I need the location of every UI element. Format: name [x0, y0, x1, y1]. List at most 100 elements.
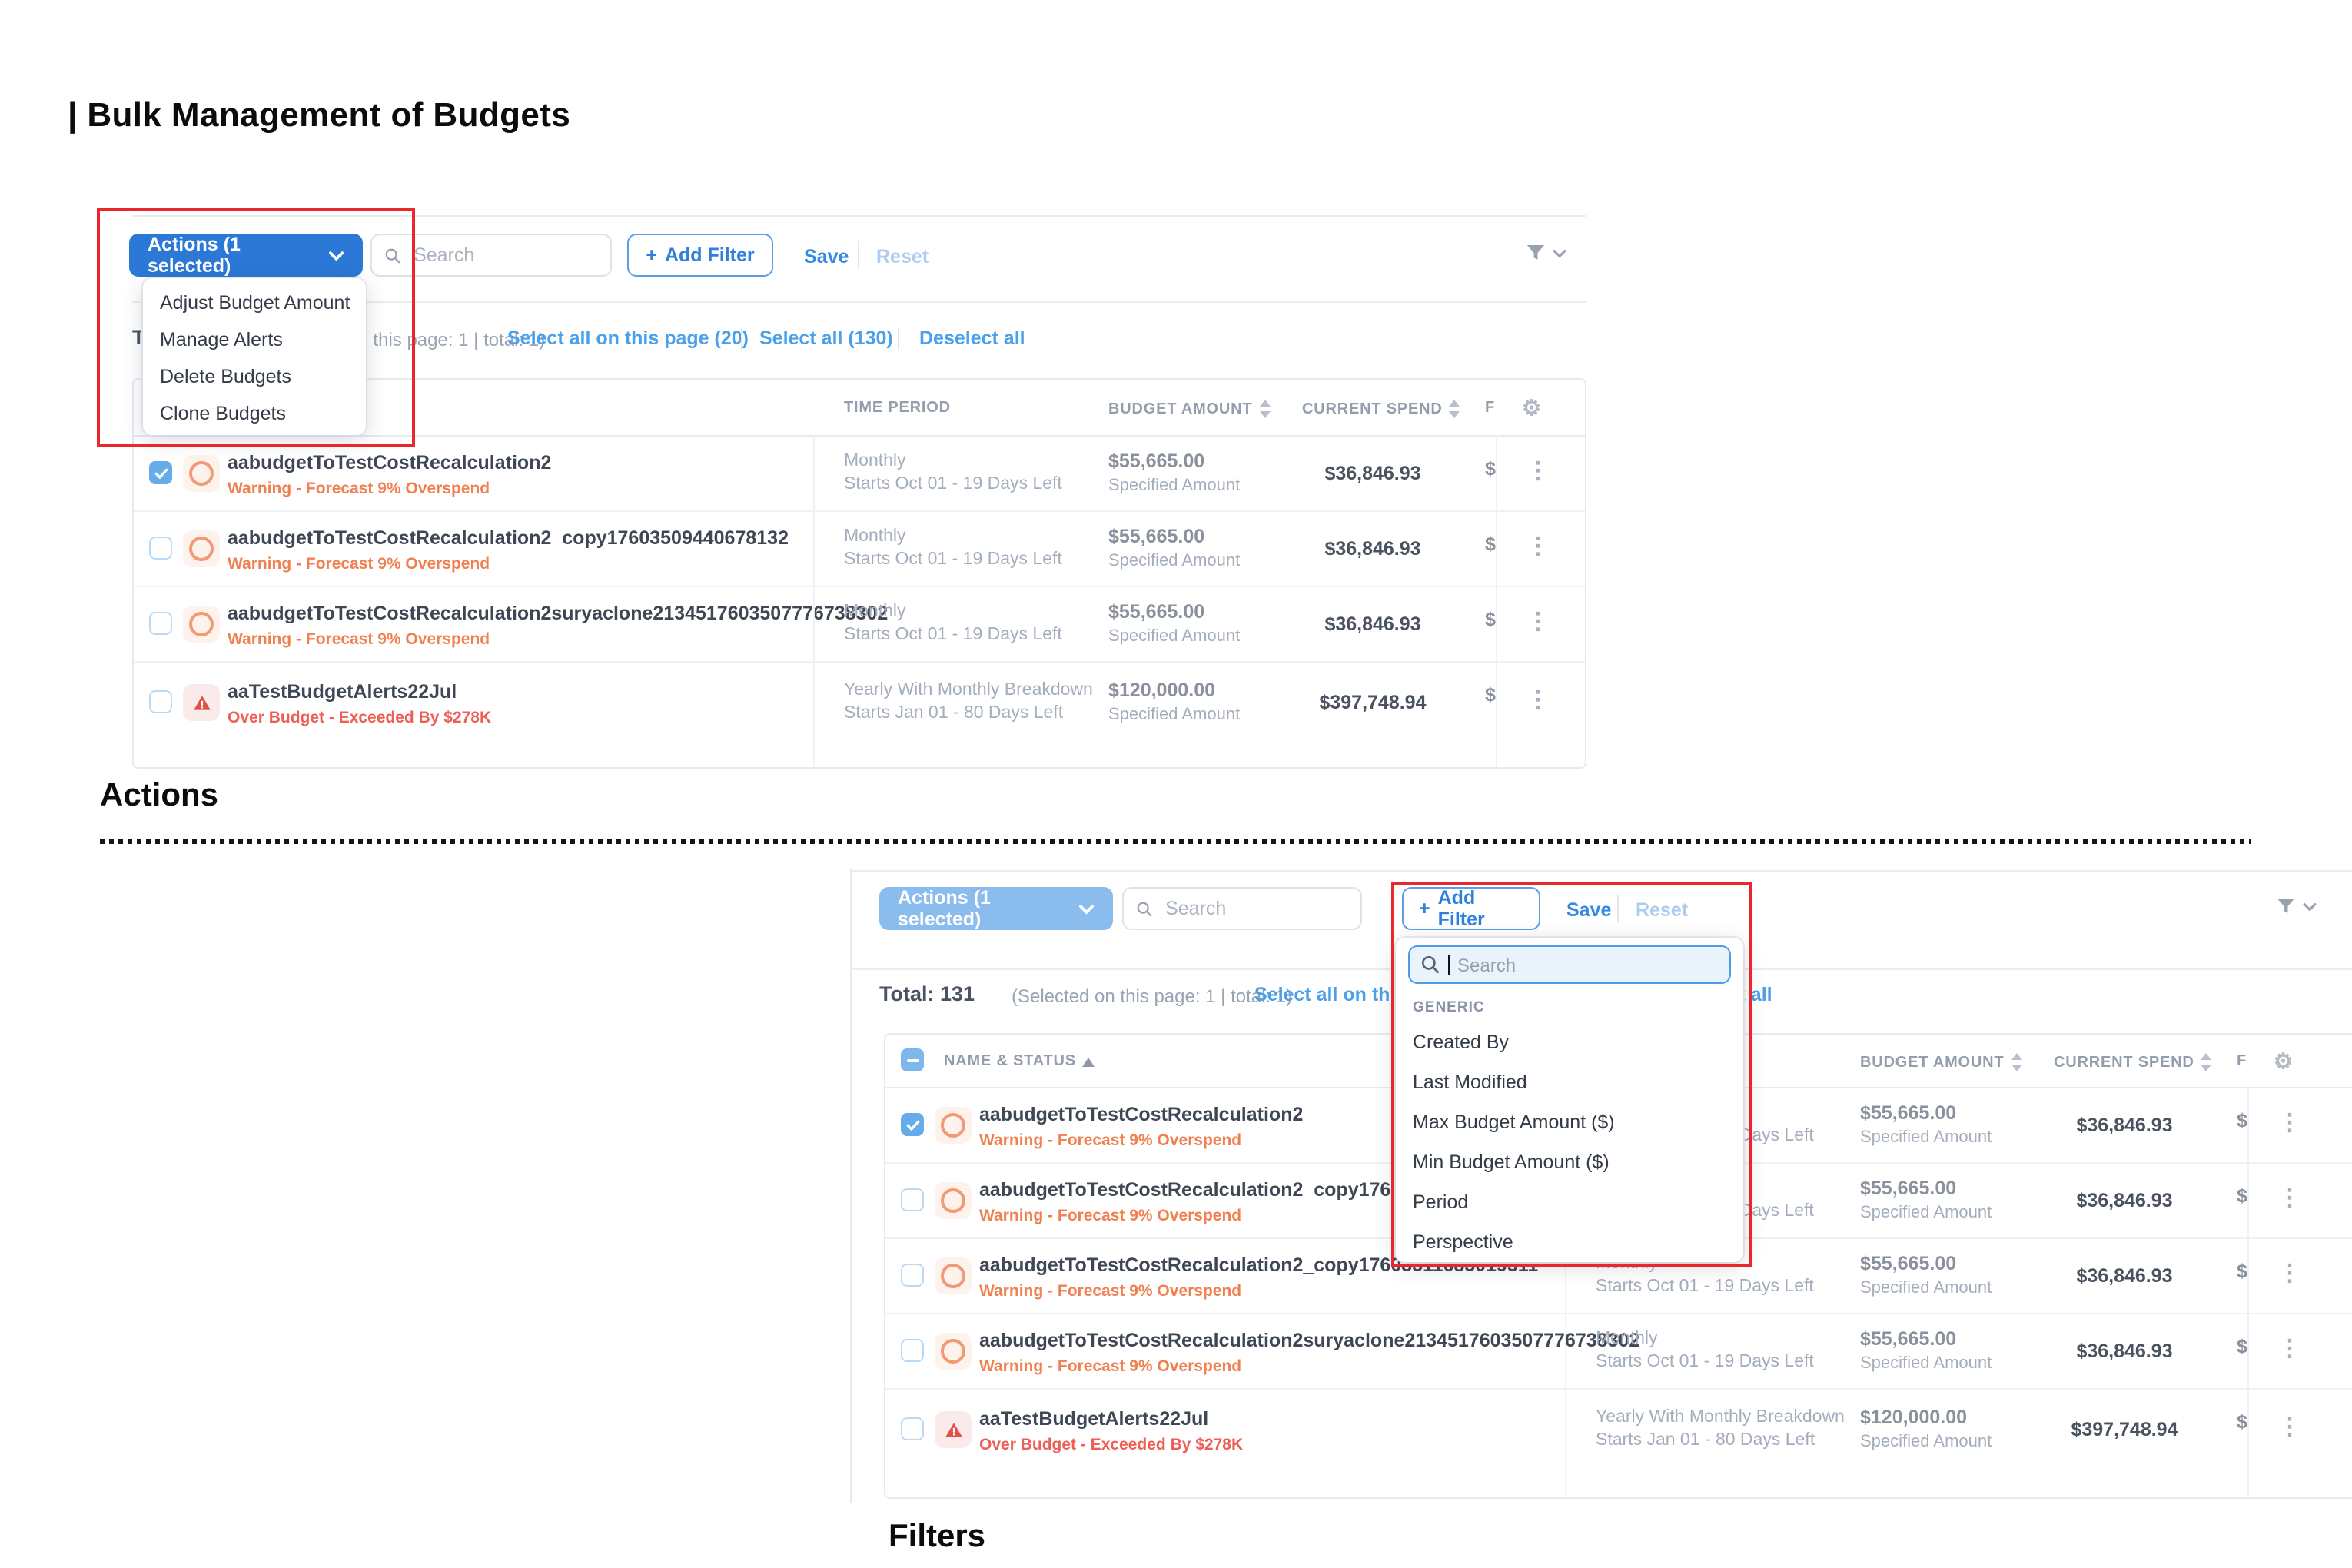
budget-amount-cell: $120,000.00 Specified Amount: [1860, 1407, 1992, 1451]
budget-name[interactable]: aabudgetToTestCostRecalculation2suryaclo…: [228, 603, 889, 624]
table-row: aabudgetToTestCostRecalculation2suryaclo…: [885, 1314, 2352, 1390]
time-period-cell: Yearly With Monthly Breakdown Starts Jan …: [1596, 1408, 1845, 1450]
funnel-icon: [1526, 245, 1545, 260]
add-filter-button[interactable]: + Add Filter: [1402, 887, 1540, 930]
current-spend-cell: $36,846.93: [1324, 613, 1421, 635]
row-menu-icon[interactable]: ⋮: [2278, 1110, 2301, 1136]
row-menu-icon[interactable]: ⋮: [2278, 1336, 2301, 1362]
warning-ring-icon: [935, 1107, 972, 1144]
actions-dropdown-button[interactable]: Actions (1 selected): [879, 887, 1113, 930]
budget-status-text: Warning - Forecast 9% Overspend: [979, 1131, 1242, 1150]
row-checkbox[interactable]: [901, 1188, 924, 1211]
forecast-cell-truncated: $: [2237, 1336, 2247, 1357]
table-row: aabudgetToTestCostRecalculation2suryaclo…: [134, 587, 1585, 663]
row-checkbox[interactable]: [149, 612, 172, 635]
filter-item-min-budget-amount[interactable]: Min Budget Amount ($): [1413, 1151, 1610, 1173]
plus-icon: +: [646, 244, 657, 266]
filter-funnel-button[interactable]: [2274, 895, 2317, 918]
warning-ring-icon: [183, 455, 220, 492]
column-divider: [813, 435, 815, 767]
search-input[interactable]: [410, 243, 598, 267]
select-all-page-link[interactable]: Select all on this page (20): [507, 327, 749, 349]
alert-triangle-icon: [183, 684, 220, 721]
sort-icon[interactable]: [1449, 400, 1461, 418]
sort-icon[interactable]: [1258, 400, 1271, 418]
save-button[interactable]: Save: [1566, 899, 1612, 921]
row-checkbox[interactable]: [149, 461, 172, 484]
row-menu-icon[interactable]: ⋮: [2278, 1185, 2301, 1211]
row-checkbox[interactable]: [901, 1113, 924, 1136]
row-checkbox[interactable]: [149, 537, 172, 560]
warning-ring-icon: [183, 606, 220, 643]
filter-search-input[interactable]: Search: [1408, 945, 1731, 984]
budget-name[interactable]: aaTestBudgetAlerts22Jul: [228, 681, 457, 703]
menu-item-delete-budgets[interactable]: Delete Budgets: [160, 366, 291, 387]
time-period-cell: Yearly With Monthly Breakdown Starts Jan …: [844, 681, 1093, 723]
search-input-wrap: [370, 234, 612, 277]
table-settings-gear-icon[interactable]: ⚙: [1522, 395, 1542, 420]
budget-name[interactable]: aaTestBudgetAlerts22Jul: [979, 1408, 1209, 1430]
row-checkbox[interactable]: [149, 690, 172, 713]
row-checkbox[interactable]: [901, 1417, 924, 1440]
column-header-budget-amount[interactable]: BUDGET AMOUNT: [1108, 400, 1271, 418]
budget-amount-cell: $55,665.00 Specified Amount: [1860, 1178, 1992, 1222]
select-all-checkbox[interactable]: [901, 1048, 924, 1071]
forecast-cell-truncated: $: [1485, 458, 1496, 480]
search-icon: [385, 247, 400, 263]
row-checkbox[interactable]: [901, 1264, 924, 1287]
row-menu-icon[interactable]: ⋮: [2278, 1261, 2301, 1287]
column-header-current-spend[interactable]: CURRENT SPEND: [2054, 1053, 2213, 1071]
row-menu-icon[interactable]: ⋮: [1526, 458, 1550, 484]
row-checkbox[interactable]: [901, 1339, 924, 1362]
column-header-name-status[interactable]: NAME & STATUS: [944, 1053, 1095, 1070]
forecast-cell-truncated: $: [2237, 1261, 2247, 1282]
row-menu-icon[interactable]: ⋮: [1526, 609, 1550, 635]
filter-item-max-budget-amount[interactable]: Max Budget Amount ($): [1413, 1111, 1615, 1133]
table-settings-gear-icon[interactable]: ⚙: [2274, 1048, 2294, 1073]
reset-button[interactable]: Reset: [876, 246, 929, 267]
link-separator: [898, 327, 899, 350]
current-spend-cell: $36,846.93: [2076, 1115, 2173, 1136]
reset-button[interactable]: Reset: [1636, 899, 1689, 921]
column-header-time-period[interactable]: TIME PERIOD: [844, 400, 951, 417]
toolbar-separator: [1617, 895, 1619, 922]
add-filter-button[interactable]: + Add Filter: [627, 234, 773, 277]
filter-item-period[interactable]: Period: [1413, 1191, 1469, 1213]
save-button[interactable]: Save: [804, 246, 849, 267]
row-menu-icon[interactable]: ⋮: [1526, 533, 1550, 560]
search-input[interactable]: [1162, 896, 1348, 921]
select-all-link[interactable]: Select all (130): [759, 327, 893, 349]
menu-item-clone-budgets[interactable]: Clone Budgets: [160, 403, 287, 424]
sort-icon[interactable]: [2010, 1053, 2022, 1071]
budget-status-text: Warning - Forecast 9% Overspend: [228, 480, 490, 498]
divider: [850, 870, 2352, 872]
budget-status-text: Over Budget - Exceeded By $278K: [979, 1436, 1244, 1454]
budget-name[interactable]: aabudgetToTestCostRecalculation2_copy176…: [228, 527, 789, 549]
budget-name[interactable]: aabudgetToTestCostRecalculation2: [979, 1104, 1304, 1125]
row-menu-icon[interactable]: ⋮: [1526, 687, 1550, 713]
forecast-cell-truncated: $: [1485, 609, 1496, 630]
sort-icon[interactable]: [2201, 1053, 2213, 1071]
menu-item-manage-alerts[interactable]: Manage Alerts: [160, 329, 283, 350]
menu-item-adjust-budget-amount[interactable]: Adjust Budget Amount: [160, 292, 350, 314]
filter-item-last-modified[interactable]: Last Modified: [1413, 1071, 1527, 1093]
deselect-all-link[interactable]: Deselect all: [919, 327, 1025, 349]
toolbar-separator: [858, 241, 859, 269]
actions-dropdown-button[interactable]: Actions (1 selected): [129, 234, 363, 277]
current-spend-cell: $397,748.94: [1319, 692, 1427, 713]
filter-item-created-by[interactable]: Created By: [1413, 1031, 1510, 1053]
filter-funnel-button[interactable]: [1523, 241, 1566, 264]
chevron-down-icon: [1553, 249, 1566, 257]
budget-amount-cell: $120,000.00 Specified Amount: [1108, 679, 1241, 724]
budget-name[interactable]: aabudgetToTestCostRecalculation2suryaclo…: [979, 1330, 1640, 1351]
column-header-current-spend[interactable]: CURRENT SPEND: [1302, 400, 1461, 418]
row-menu-icon[interactable]: ⋮: [2278, 1414, 2301, 1440]
column-header-budget-amount[interactable]: BUDGET AMOUNT: [1860, 1053, 2022, 1071]
filter-item-perspective[interactable]: Perspective: [1413, 1231, 1513, 1253]
forecast-cell-truncated: $: [2237, 1185, 2247, 1207]
budget-name[interactable]: aabudgetToTestCostRecalculation2: [228, 452, 552, 473]
filter-search-placeholder: Search: [1457, 954, 1517, 975]
budget-amount-cell: $55,665.00 Specified Amount: [1108, 601, 1241, 646]
